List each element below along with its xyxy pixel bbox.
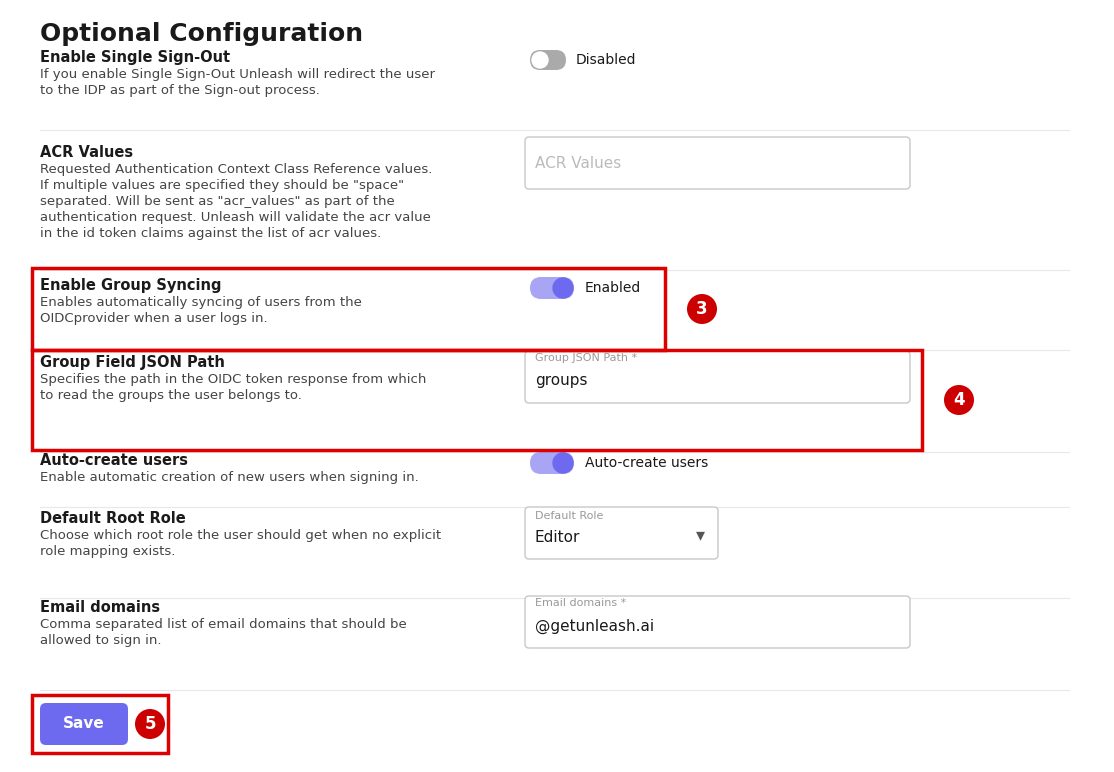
- FancyBboxPatch shape: [525, 351, 910, 403]
- Text: Enable Single Sign-Out: Enable Single Sign-Out: [40, 50, 231, 65]
- Text: If multiple values are specified they should be "space": If multiple values are specified they sh…: [40, 179, 404, 192]
- Text: Specifies the path in the OIDC token response from which: Specifies the path in the OIDC token res…: [40, 373, 427, 386]
- FancyBboxPatch shape: [530, 50, 566, 70]
- Text: Requested Authentication Context Class Reference values.: Requested Authentication Context Class R…: [40, 163, 432, 176]
- Text: Auto-create users: Auto-create users: [585, 456, 709, 470]
- Ellipse shape: [944, 385, 974, 415]
- Text: ACR Values: ACR Values: [535, 155, 622, 171]
- Text: role mapping exists.: role mapping exists.: [40, 545, 175, 558]
- Text: 3: 3: [696, 300, 707, 318]
- Circle shape: [553, 278, 573, 298]
- FancyBboxPatch shape: [525, 507, 719, 559]
- Text: groups: groups: [535, 374, 587, 388]
- Text: authentication request. Unleash will validate the acr value: authentication request. Unleash will val…: [40, 211, 431, 224]
- Text: Enable automatic creation of new users when signing in.: Enable automatic creation of new users w…: [40, 471, 419, 484]
- Text: Enable Group Syncing: Enable Group Syncing: [40, 278, 222, 293]
- Text: to the IDP as part of the Sign-out process.: to the IDP as part of the Sign-out proce…: [40, 84, 320, 97]
- Text: @getunleash.ai: @getunleash.ai: [535, 618, 654, 634]
- FancyBboxPatch shape: [525, 137, 910, 189]
- Text: Email domains *: Email domains *: [535, 598, 626, 608]
- Text: Optional Configuration: Optional Configuration: [40, 22, 363, 46]
- Text: Group JSON Path *: Group JSON Path *: [535, 353, 637, 363]
- Text: separated. Will be sent as "acr_values" as part of the: separated. Will be sent as "acr_values" …: [40, 195, 394, 208]
- Ellipse shape: [687, 294, 717, 324]
- Text: Save: Save: [63, 716, 105, 732]
- Text: Editor: Editor: [535, 530, 580, 544]
- Text: OIDCprovider when a user logs in.: OIDCprovider when a user logs in.: [40, 312, 267, 325]
- Text: 4: 4: [954, 391, 965, 409]
- Text: Comma separated list of email domains that should be: Comma separated list of email domains th…: [40, 618, 407, 631]
- Text: Enables automatically syncing of users from the: Enables automatically syncing of users f…: [40, 296, 362, 309]
- Text: If you enable Single Sign-Out Unleash will redirect the user: If you enable Single Sign-Out Unleash wi…: [40, 68, 434, 81]
- Text: Default Role: Default Role: [535, 511, 604, 521]
- Text: Default Root Role: Default Root Role: [40, 511, 186, 526]
- Text: to read the groups the user belongs to.: to read the groups the user belongs to.: [40, 389, 302, 402]
- Text: in the id token claims against the list of acr values.: in the id token claims against the list …: [40, 227, 381, 240]
- Text: Enabled: Enabled: [585, 281, 642, 295]
- Circle shape: [553, 453, 573, 473]
- FancyBboxPatch shape: [530, 277, 574, 299]
- Text: Disabled: Disabled: [576, 53, 636, 67]
- Text: allowed to sign in.: allowed to sign in.: [40, 634, 162, 647]
- Ellipse shape: [135, 709, 165, 739]
- Text: Group Field JSON Path: Group Field JSON Path: [40, 355, 225, 370]
- FancyBboxPatch shape: [525, 596, 910, 648]
- FancyBboxPatch shape: [40, 703, 128, 745]
- FancyBboxPatch shape: [530, 452, 574, 474]
- Text: 5: 5: [144, 715, 156, 733]
- Circle shape: [532, 52, 548, 68]
- Text: ▾: ▾: [696, 526, 705, 544]
- Text: Choose which root role the user should get when no explicit: Choose which root role the user should g…: [40, 529, 441, 542]
- Text: Auto-create users: Auto-create users: [40, 453, 188, 468]
- Text: ACR Values: ACR Values: [40, 145, 134, 160]
- Text: Email domains: Email domains: [40, 600, 160, 615]
